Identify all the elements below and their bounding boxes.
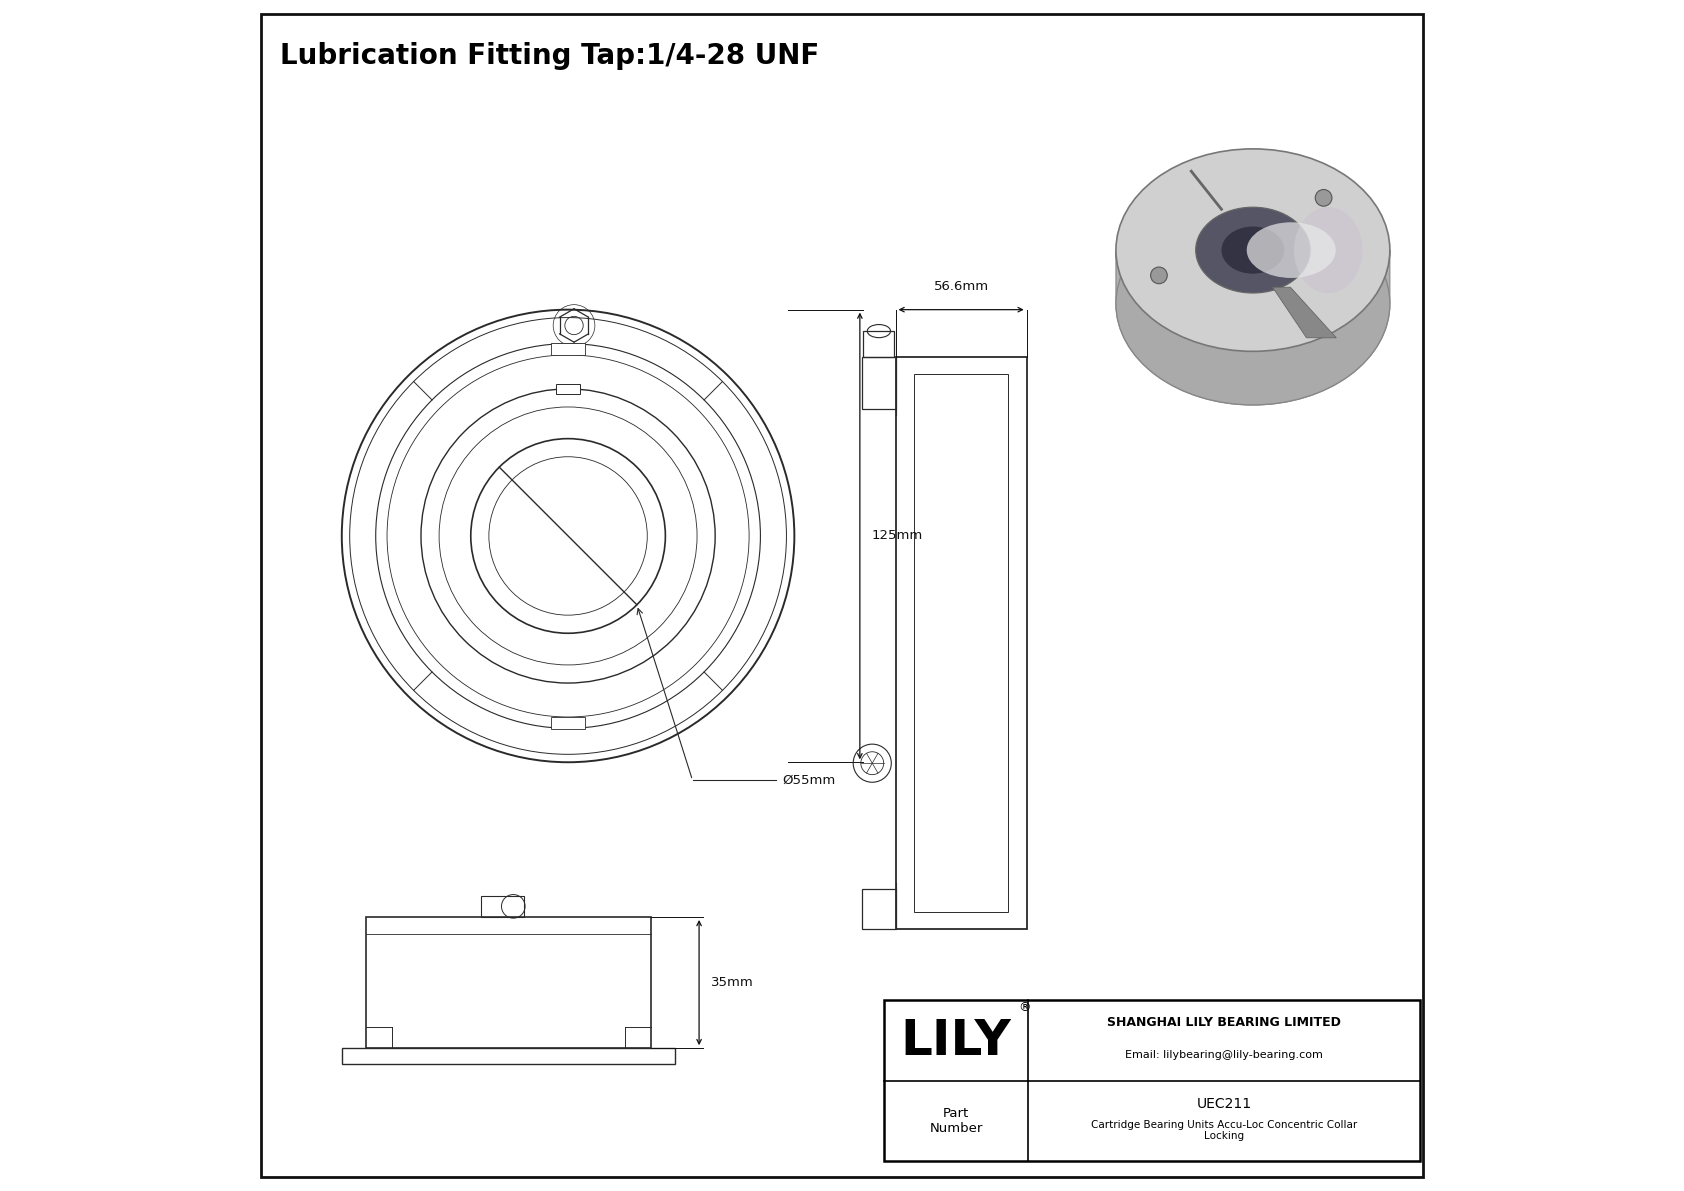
Text: Email: lilybearing@lily-bearing.com: Email: lilybearing@lily-bearing.com — [1125, 1050, 1324, 1060]
Bar — [914, 374, 1009, 912]
Text: 35mm: 35mm — [711, 977, 754, 989]
Ellipse shape — [1221, 226, 1285, 274]
Text: LILY: LILY — [901, 1017, 1012, 1065]
Bar — [864, 331, 894, 357]
Bar — [342, 1048, 675, 1064]
Text: 56.6mm: 56.6mm — [933, 280, 989, 293]
Bar — [862, 888, 896, 929]
Polygon shape — [1273, 287, 1337, 338]
Ellipse shape — [1293, 207, 1362, 293]
Circle shape — [1150, 267, 1167, 283]
Ellipse shape — [1196, 207, 1310, 293]
Text: Ø55mm: Ø55mm — [781, 774, 835, 787]
Ellipse shape — [1116, 202, 1389, 405]
Bar — [365, 917, 652, 1048]
Text: 125mm: 125mm — [872, 530, 923, 542]
Text: UEC211: UEC211 — [1196, 1097, 1251, 1111]
Bar — [482, 896, 524, 917]
Text: ®: ® — [1017, 1000, 1031, 1014]
Polygon shape — [1116, 250, 1389, 405]
Bar — [551, 717, 584, 729]
Ellipse shape — [1246, 223, 1335, 278]
Text: SHANGHAI LILY BEARING LIMITED: SHANGHAI LILY BEARING LIMITED — [1106, 1016, 1340, 1029]
Bar — [551, 343, 584, 355]
Polygon shape — [1196, 250, 1310, 347]
Text: Part
Number: Part Number — [930, 1106, 983, 1135]
Ellipse shape — [1116, 149, 1389, 351]
Text: Lubrication Fitting Tap:1/4-28 UNF: Lubrication Fitting Tap:1/4-28 UNF — [280, 42, 818, 70]
Circle shape — [1315, 189, 1332, 206]
Bar — [556, 384, 579, 393]
Text: Cartridge Bearing Units Accu-Loc Concentric Collar
Locking: Cartridge Bearing Units Accu-Loc Concent… — [1091, 1120, 1357, 1141]
Ellipse shape — [1196, 261, 1310, 347]
Bar — [896, 357, 1027, 929]
Bar — [862, 357, 896, 409]
Bar — [884, 1000, 1420, 1161]
